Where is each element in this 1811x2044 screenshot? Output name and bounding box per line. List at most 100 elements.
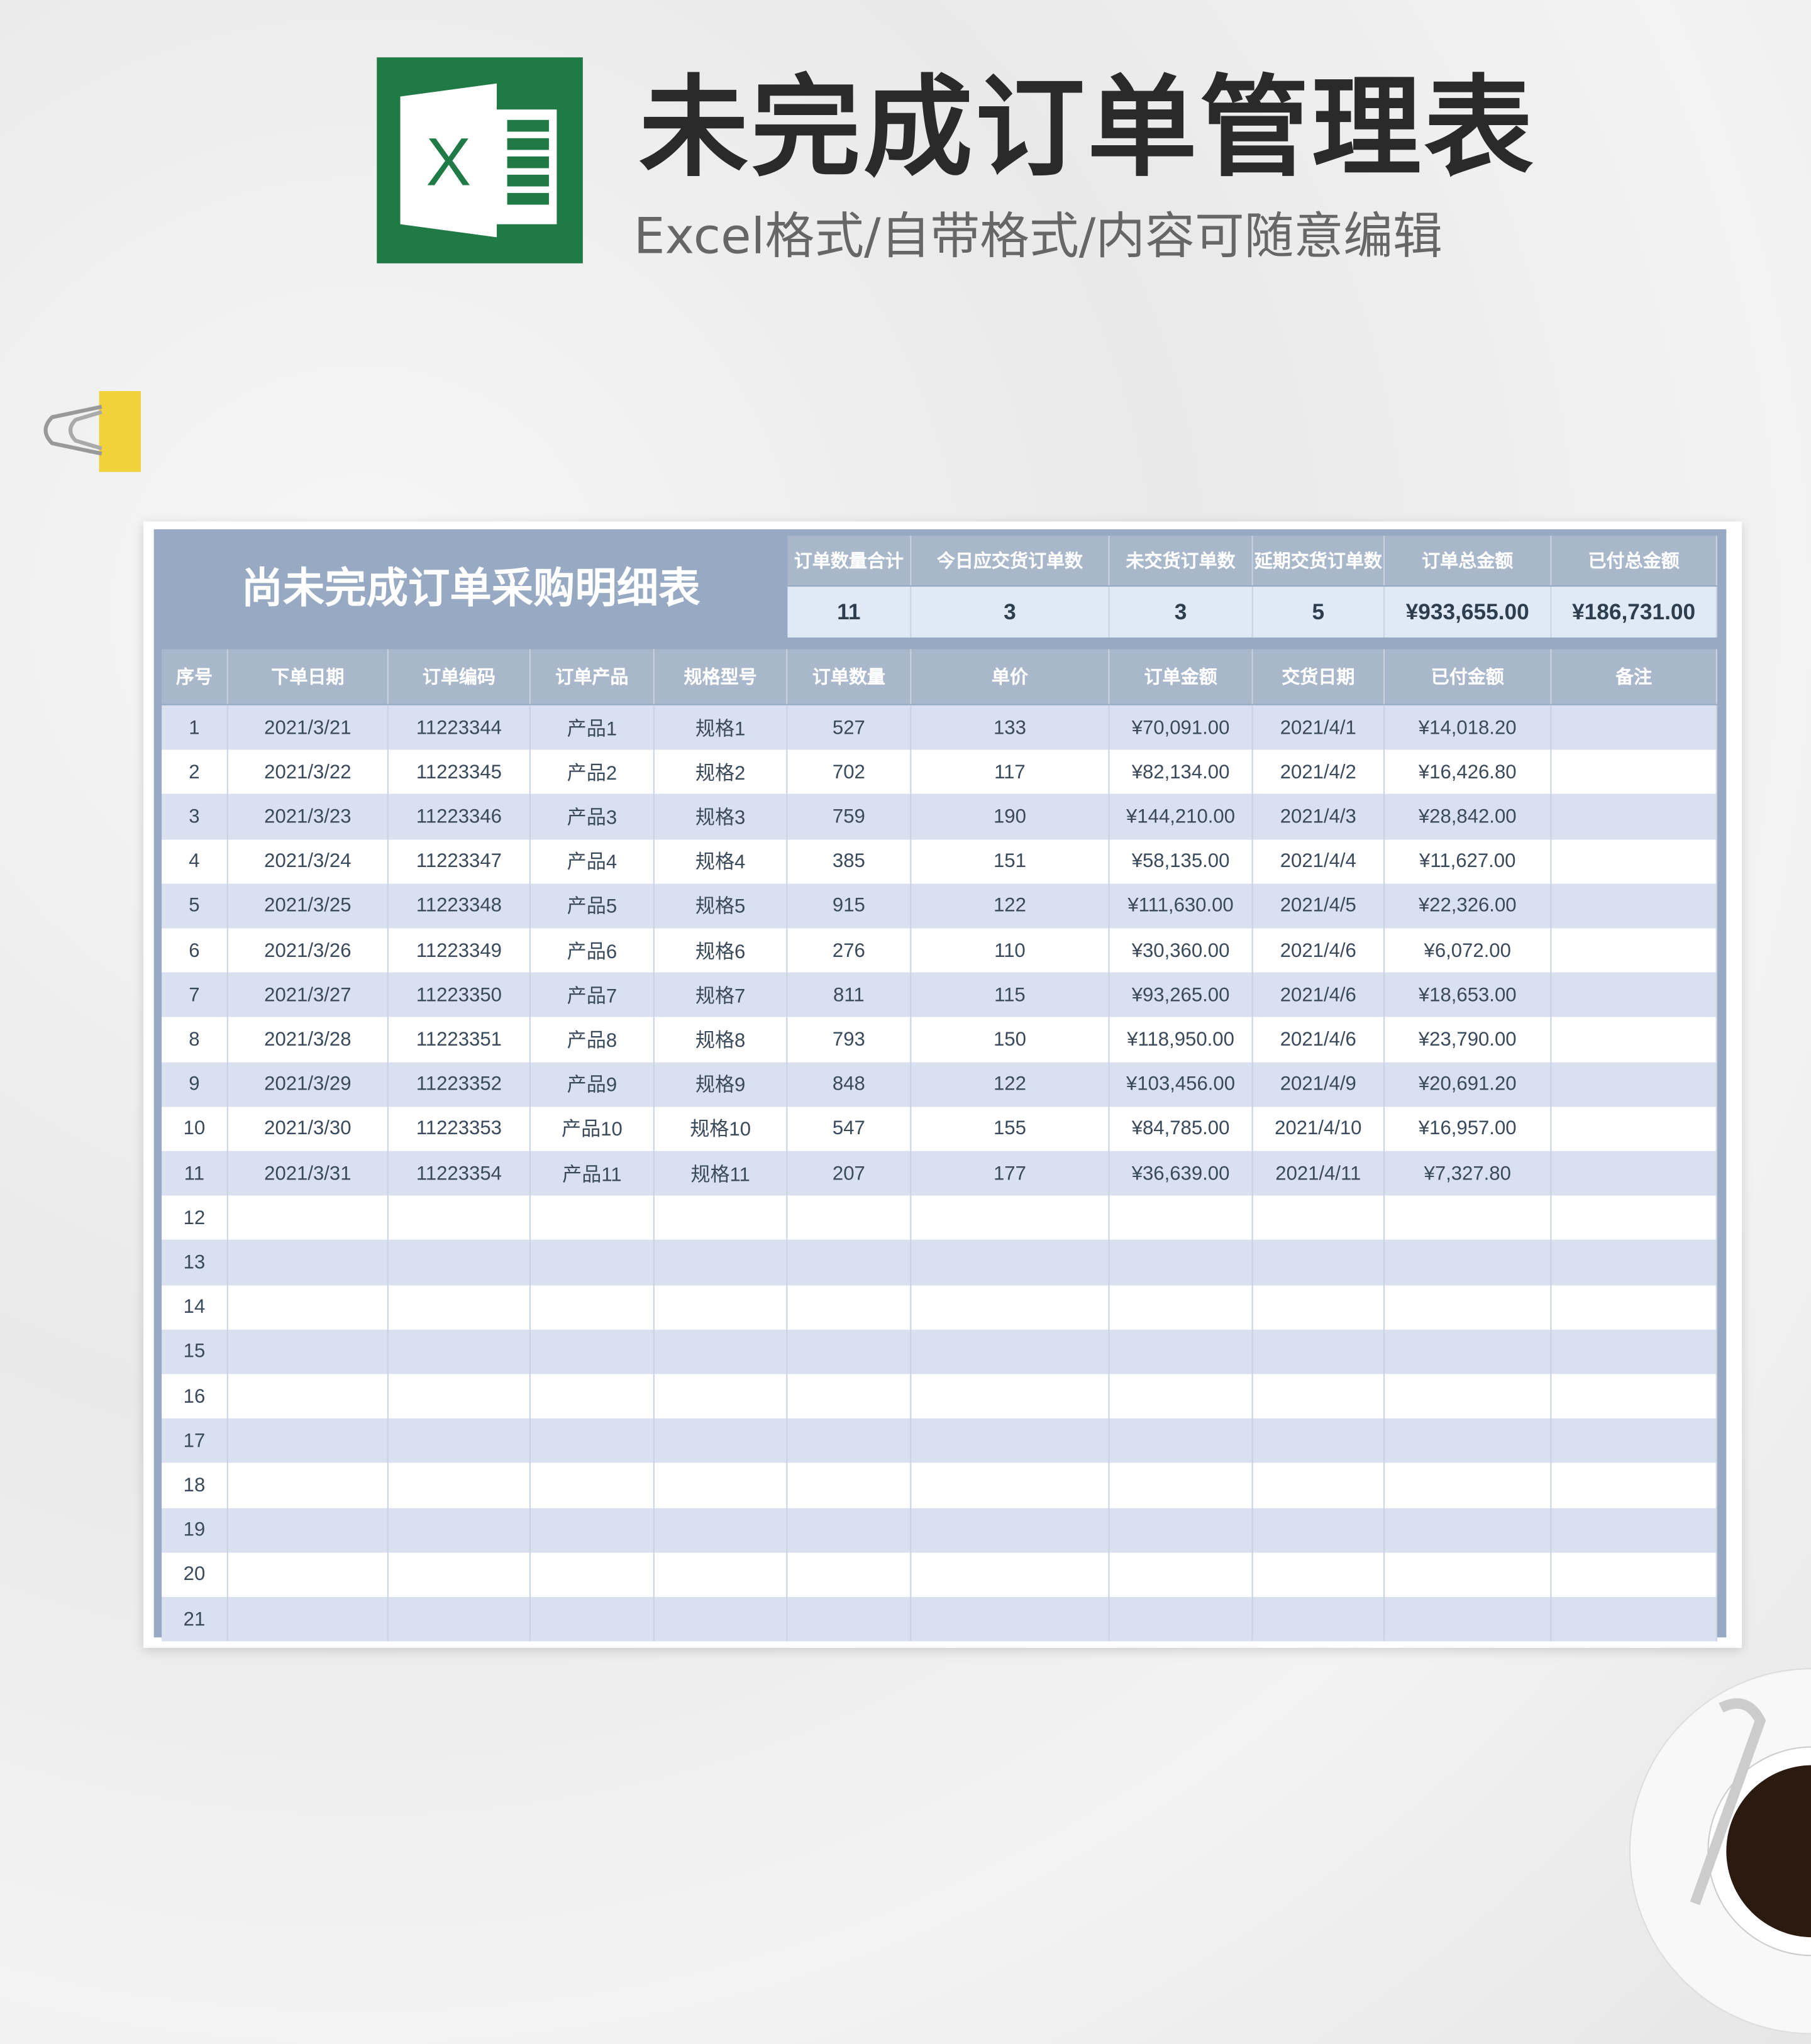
table-cell[interactable]: 811 xyxy=(787,973,912,1018)
table-cell[interactable] xyxy=(1551,1284,1717,1330)
table-cell[interactable]: 规格4 xyxy=(654,839,788,884)
table-cell[interactable]: 13 xyxy=(162,1240,228,1285)
table-cell[interactable]: 产品4 xyxy=(530,839,655,884)
table-cell[interactable]: 规格1 xyxy=(654,705,788,750)
table-cell[interactable]: 207 xyxy=(787,1151,912,1196)
table-cell[interactable] xyxy=(911,1418,1110,1464)
table-cell[interactable]: 2021/3/30 xyxy=(228,1106,389,1151)
column-header[interactable]: 订单编码 xyxy=(388,649,531,704)
table-cell[interactable] xyxy=(388,1597,531,1642)
table-cell[interactable] xyxy=(388,1508,531,1553)
table-cell[interactable]: 177 xyxy=(911,1151,1110,1196)
table-cell[interactable] xyxy=(787,1284,912,1330)
table-cell[interactable]: 规格11 xyxy=(654,1151,788,1196)
table-cell[interactable]: 10 xyxy=(162,1106,228,1151)
table-cell[interactable] xyxy=(1385,1597,1552,1642)
table-cell[interactable] xyxy=(911,1463,1110,1508)
table-cell[interactable] xyxy=(1253,1463,1385,1508)
table-cell[interactable] xyxy=(1551,1418,1717,1464)
table-cell[interactable] xyxy=(1385,1329,1552,1374)
table-cell[interactable]: ¥144,210.00 xyxy=(1109,794,1253,839)
table-cell[interactable]: 2021/3/26 xyxy=(228,928,389,973)
table-cell[interactable]: ¥70,091.00 xyxy=(1109,705,1253,750)
summary-value[interactable]: 3 xyxy=(1109,587,1253,638)
table-cell[interactable]: 2021/3/23 xyxy=(228,794,389,839)
table-cell[interactable]: 2021/3/21 xyxy=(228,705,389,750)
table-cell[interactable]: 产品9 xyxy=(530,1062,655,1107)
table-cell[interactable] xyxy=(911,1284,1110,1330)
table-cell[interactable] xyxy=(388,1329,531,1374)
table-cell[interactable]: 产品10 xyxy=(530,1106,655,1151)
table-cell[interactable]: 21 xyxy=(162,1597,228,1642)
table-cell[interactable]: 2021/4/11 xyxy=(1253,1151,1385,1196)
table-cell[interactable] xyxy=(787,1552,912,1598)
table-cell[interactable]: ¥16,957.00 xyxy=(1385,1106,1552,1151)
column-header[interactable]: 已付金额 xyxy=(1385,649,1552,704)
summary-value[interactable]: 3 xyxy=(911,587,1110,638)
table-cell[interactable]: 2021/4/6 xyxy=(1253,928,1385,973)
table-cell[interactable]: 规格2 xyxy=(654,749,788,795)
table-cell[interactable] xyxy=(654,1418,788,1464)
table-cell[interactable] xyxy=(388,1240,531,1285)
table-cell[interactable] xyxy=(654,1284,788,1330)
table-cell[interactable]: 2021/3/31 xyxy=(228,1151,389,1196)
table-cell[interactable]: ¥118,950.00 xyxy=(1109,1017,1253,1063)
table-cell[interactable]: 155 xyxy=(911,1106,1110,1151)
table-cell[interactable]: 产品1 xyxy=(530,705,655,750)
table-cell[interactable]: 11223350 xyxy=(388,973,531,1018)
table-cell[interactable]: 规格9 xyxy=(654,1062,788,1107)
table-cell[interactable] xyxy=(1551,1463,1717,1508)
table-cell[interactable] xyxy=(1385,1374,1552,1419)
table-cell[interactable]: 150 xyxy=(911,1017,1110,1063)
table-cell[interactable] xyxy=(1551,1017,1717,1063)
table-cell[interactable] xyxy=(1109,1418,1253,1464)
column-header[interactable]: 单价 xyxy=(911,649,1110,704)
table-cell[interactable] xyxy=(228,1195,389,1240)
table-cell[interactable] xyxy=(1109,1240,1253,1285)
table-cell[interactable]: 2021/4/3 xyxy=(1253,794,1385,839)
table-cell[interactable] xyxy=(1253,1597,1385,1642)
table-cell[interactable] xyxy=(1551,1106,1717,1151)
table-cell[interactable] xyxy=(1551,1597,1717,1642)
table-cell[interactable]: 2 xyxy=(162,749,228,795)
table-cell[interactable]: 11223354 xyxy=(388,1151,531,1196)
table-cell[interactable] xyxy=(1551,1374,1717,1419)
table-cell[interactable]: 规格3 xyxy=(654,794,788,839)
table-cell[interactable]: 2021/4/10 xyxy=(1253,1106,1385,1151)
table-cell[interactable]: 2021/3/27 xyxy=(228,973,389,1018)
table-cell[interactable] xyxy=(1109,1463,1253,1508)
column-header[interactable]: 订单产品 xyxy=(530,649,655,704)
table-cell[interactable] xyxy=(388,1418,531,1464)
table-cell[interactable]: 4 xyxy=(162,839,228,884)
table-cell[interactable]: ¥82,134.00 xyxy=(1109,749,1253,795)
table-cell[interactable] xyxy=(1551,928,1717,973)
table-cell[interactable] xyxy=(911,1240,1110,1285)
table-cell[interactable] xyxy=(1551,839,1717,884)
table-cell[interactable]: 产品11 xyxy=(530,1151,655,1196)
table-cell[interactable] xyxy=(1109,1374,1253,1419)
table-cell[interactable] xyxy=(530,1284,655,1330)
table-cell[interactable]: ¥11,627.00 xyxy=(1385,839,1552,884)
table-cell[interactable]: 915 xyxy=(787,883,912,929)
table-cell[interactable]: 产品8 xyxy=(530,1017,655,1063)
table-cell[interactable] xyxy=(1253,1418,1385,1464)
table-cell[interactable]: ¥30,360.00 xyxy=(1109,928,1253,973)
table-cell[interactable]: ¥111,630.00 xyxy=(1109,883,1253,929)
table-cell[interactable] xyxy=(1551,705,1717,750)
table-cell[interactable] xyxy=(1385,1418,1552,1464)
table-cell[interactable]: 19 xyxy=(162,1508,228,1553)
table-cell[interactable]: 产品3 xyxy=(530,794,655,839)
table-cell[interactable]: ¥58,135.00 xyxy=(1109,839,1253,884)
table-cell[interactable] xyxy=(654,1463,788,1508)
table-cell[interactable] xyxy=(1109,1329,1253,1374)
table-cell[interactable] xyxy=(1551,973,1717,1018)
table-cell[interactable] xyxy=(228,1240,389,1285)
table-cell[interactable] xyxy=(654,1597,788,1642)
table-cell[interactable] xyxy=(1253,1195,1385,1240)
table-cell[interactable]: 2021/3/22 xyxy=(228,749,389,795)
table-cell[interactable]: 2021/3/28 xyxy=(228,1017,389,1063)
table-cell[interactable]: 276 xyxy=(787,928,912,973)
table-cell[interactable] xyxy=(1551,794,1717,839)
table-cell[interactable] xyxy=(388,1552,531,1598)
table-cell[interactable]: 产品6 xyxy=(530,928,655,973)
